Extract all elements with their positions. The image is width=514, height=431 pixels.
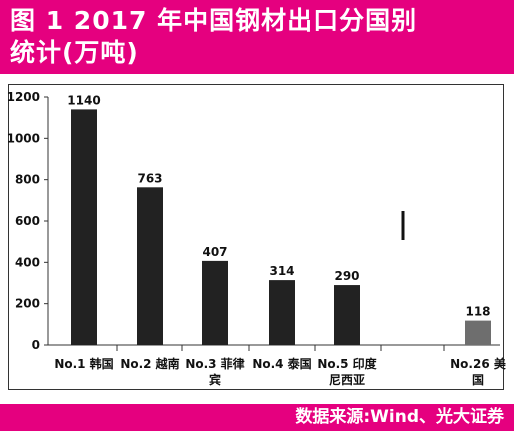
data-label: 290 bbox=[334, 269, 359, 283]
y-tick-label: 200 bbox=[15, 297, 40, 311]
bar bbox=[71, 109, 97, 346]
category-label: 国 bbox=[472, 373, 484, 387]
source-bar: 数据来源:Wind、光大证券 bbox=[0, 404, 514, 431]
y-tick-label: 600 bbox=[15, 214, 40, 228]
data-label: 763 bbox=[137, 171, 162, 185]
y-tick-label: 400 bbox=[15, 255, 40, 269]
category-label: No.4 泰国 bbox=[252, 356, 311, 371]
bar bbox=[137, 187, 163, 345]
data-label: 314 bbox=[269, 264, 294, 278]
y-tick-label: 0 bbox=[32, 338, 40, 352]
category-label: 宾 bbox=[209, 372, 221, 387]
category-label: No.3 菲律 bbox=[185, 356, 244, 371]
category-label: 尼西亚 bbox=[329, 373, 365, 387]
data-label: 407 bbox=[202, 245, 227, 259]
y-tick-label: 800 bbox=[15, 173, 40, 187]
category-label: No.26 美 bbox=[450, 356, 507, 371]
data-label: 118 bbox=[465, 305, 490, 319]
source-note: 数据来源:Wind、光大证券 bbox=[295, 407, 504, 427]
figure-title: 图 1 2017 年中国钢材出口分国别 bbox=[10, 6, 418, 35]
category-label: No.5 印度 bbox=[317, 356, 377, 371]
y-tick-label: 1000 bbox=[7, 131, 40, 145]
data-label: 1140 bbox=[67, 93, 100, 107]
y-tick-label: 1200 bbox=[7, 90, 40, 104]
bar bbox=[269, 280, 295, 345]
category-label: No.2 越南 bbox=[120, 356, 179, 371]
category-label: No.1 韩国 bbox=[54, 356, 113, 371]
bar bbox=[202, 260, 228, 345]
title-bar: 图 1 2017 年中国钢材出口分国别 统计(万吨) bbox=[0, 0, 514, 74]
figure-title-unit: 统计(万吨) bbox=[10, 38, 139, 67]
bar bbox=[334, 285, 360, 345]
bar bbox=[465, 320, 491, 345]
